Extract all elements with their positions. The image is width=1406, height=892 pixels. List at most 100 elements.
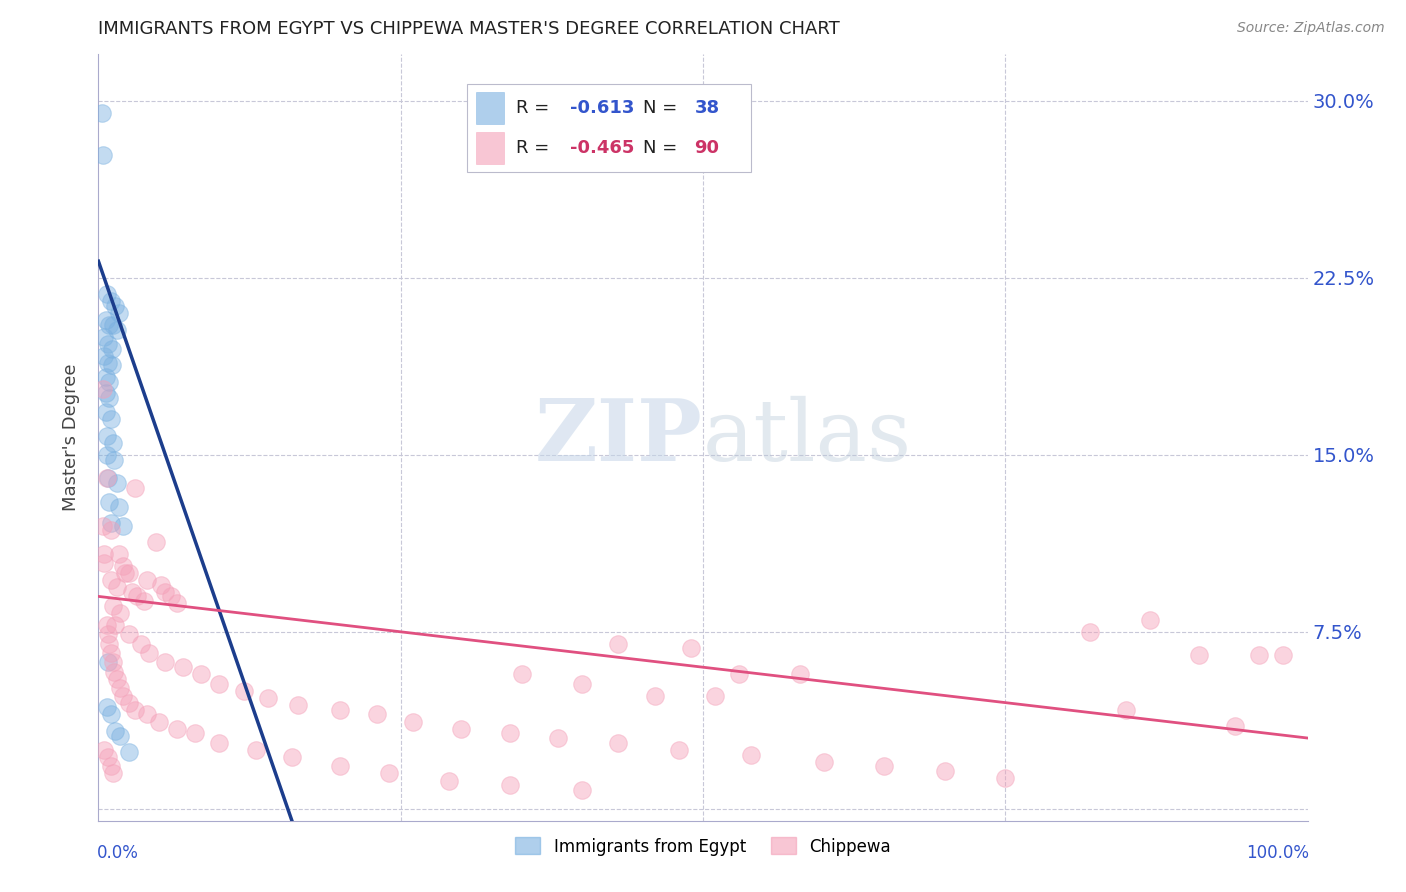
- Point: [160, 590, 183, 604]
- Point: [104, 299, 127, 313]
- Point: [100, 516, 122, 531]
- Text: Source: ZipAtlas.com: Source: ZipAtlas.com: [1237, 21, 1385, 35]
- Point: [329, 759, 352, 773]
- Point: [96, 617, 118, 632]
- Point: [607, 736, 630, 750]
- Point: [329, 703, 352, 717]
- Point: [97, 750, 120, 764]
- Point: [97, 336, 120, 351]
- Point: [873, 759, 896, 773]
- Point: [118, 745, 141, 759]
- Point: [145, 535, 167, 549]
- Point: [105, 323, 128, 337]
- Point: [1272, 648, 1295, 663]
- Point: [668, 743, 690, 757]
- Point: [91, 382, 114, 396]
- Point: [91, 518, 114, 533]
- Point: [100, 342, 122, 356]
- Point: [105, 672, 128, 686]
- Point: [127, 590, 149, 604]
- Point: [108, 681, 131, 696]
- Point: [208, 677, 231, 691]
- Point: [679, 641, 702, 656]
- Point: [287, 698, 309, 712]
- Point: [108, 606, 131, 620]
- Point: [100, 294, 122, 309]
- Point: [91, 105, 114, 120]
- Point: [100, 759, 122, 773]
- Point: [450, 722, 472, 736]
- Y-axis label: Master's Degree: Master's Degree: [62, 363, 80, 511]
- Point: [114, 566, 136, 580]
- Point: [97, 656, 120, 670]
- Point: [1078, 624, 1101, 639]
- Point: [437, 773, 460, 788]
- Point: [100, 646, 122, 660]
- Point: [98, 495, 121, 509]
- Point: [232, 683, 254, 698]
- Point: [101, 656, 124, 670]
- Point: [91, 148, 114, 162]
- Point: [166, 722, 188, 736]
- Point: [704, 689, 727, 703]
- Point: [96, 448, 118, 462]
- Point: [607, 637, 630, 651]
- Point: [1115, 703, 1137, 717]
- Point: [104, 723, 127, 738]
- Point: [94, 386, 117, 401]
- Point: [108, 547, 131, 561]
- Point: [100, 707, 122, 722]
- Point: [108, 306, 131, 320]
- Point: [377, 766, 399, 780]
- Point: [118, 566, 141, 580]
- Point: [124, 481, 146, 495]
- Point: [571, 677, 593, 691]
- Point: [94, 370, 117, 384]
- Point: [1188, 648, 1211, 663]
- Point: [96, 700, 118, 714]
- Point: [98, 391, 121, 405]
- Point: [153, 584, 176, 599]
- Point: [138, 646, 160, 660]
- Point: [97, 471, 120, 485]
- Point: [153, 656, 176, 670]
- Point: [1249, 648, 1271, 663]
- Point: [150, 577, 173, 591]
- Point: [134, 594, 156, 608]
- Point: [105, 580, 128, 594]
- Point: [98, 318, 121, 332]
- Point: [1223, 719, 1246, 733]
- Point: [97, 356, 120, 370]
- Point: [148, 714, 170, 729]
- Point: [813, 755, 835, 769]
- Point: [98, 375, 121, 389]
- Point: [94, 405, 117, 419]
- Point: [498, 778, 520, 792]
- Point: [93, 330, 115, 344]
- Point: [129, 637, 152, 651]
- Point: [547, 731, 569, 745]
- Point: [101, 766, 124, 780]
- Point: [100, 412, 122, 426]
- Point: [96, 471, 118, 485]
- Text: ZIP: ZIP: [536, 395, 703, 479]
- Point: [172, 660, 194, 674]
- Point: [96, 287, 118, 301]
- Point: [103, 665, 125, 679]
- Point: [118, 696, 141, 710]
- Point: [111, 518, 134, 533]
- Point: [111, 689, 134, 703]
- Point: [108, 729, 131, 743]
- Point: [644, 689, 666, 703]
- Point: [111, 558, 134, 573]
- Point: [571, 783, 593, 797]
- Point: [101, 318, 124, 332]
- Point: [208, 736, 231, 750]
- Point: [498, 726, 520, 740]
- Point: [103, 452, 125, 467]
- Point: [94, 313, 117, 327]
- Point: [728, 667, 751, 681]
- Point: [281, 750, 304, 764]
- Point: [101, 436, 124, 450]
- Point: [256, 690, 278, 705]
